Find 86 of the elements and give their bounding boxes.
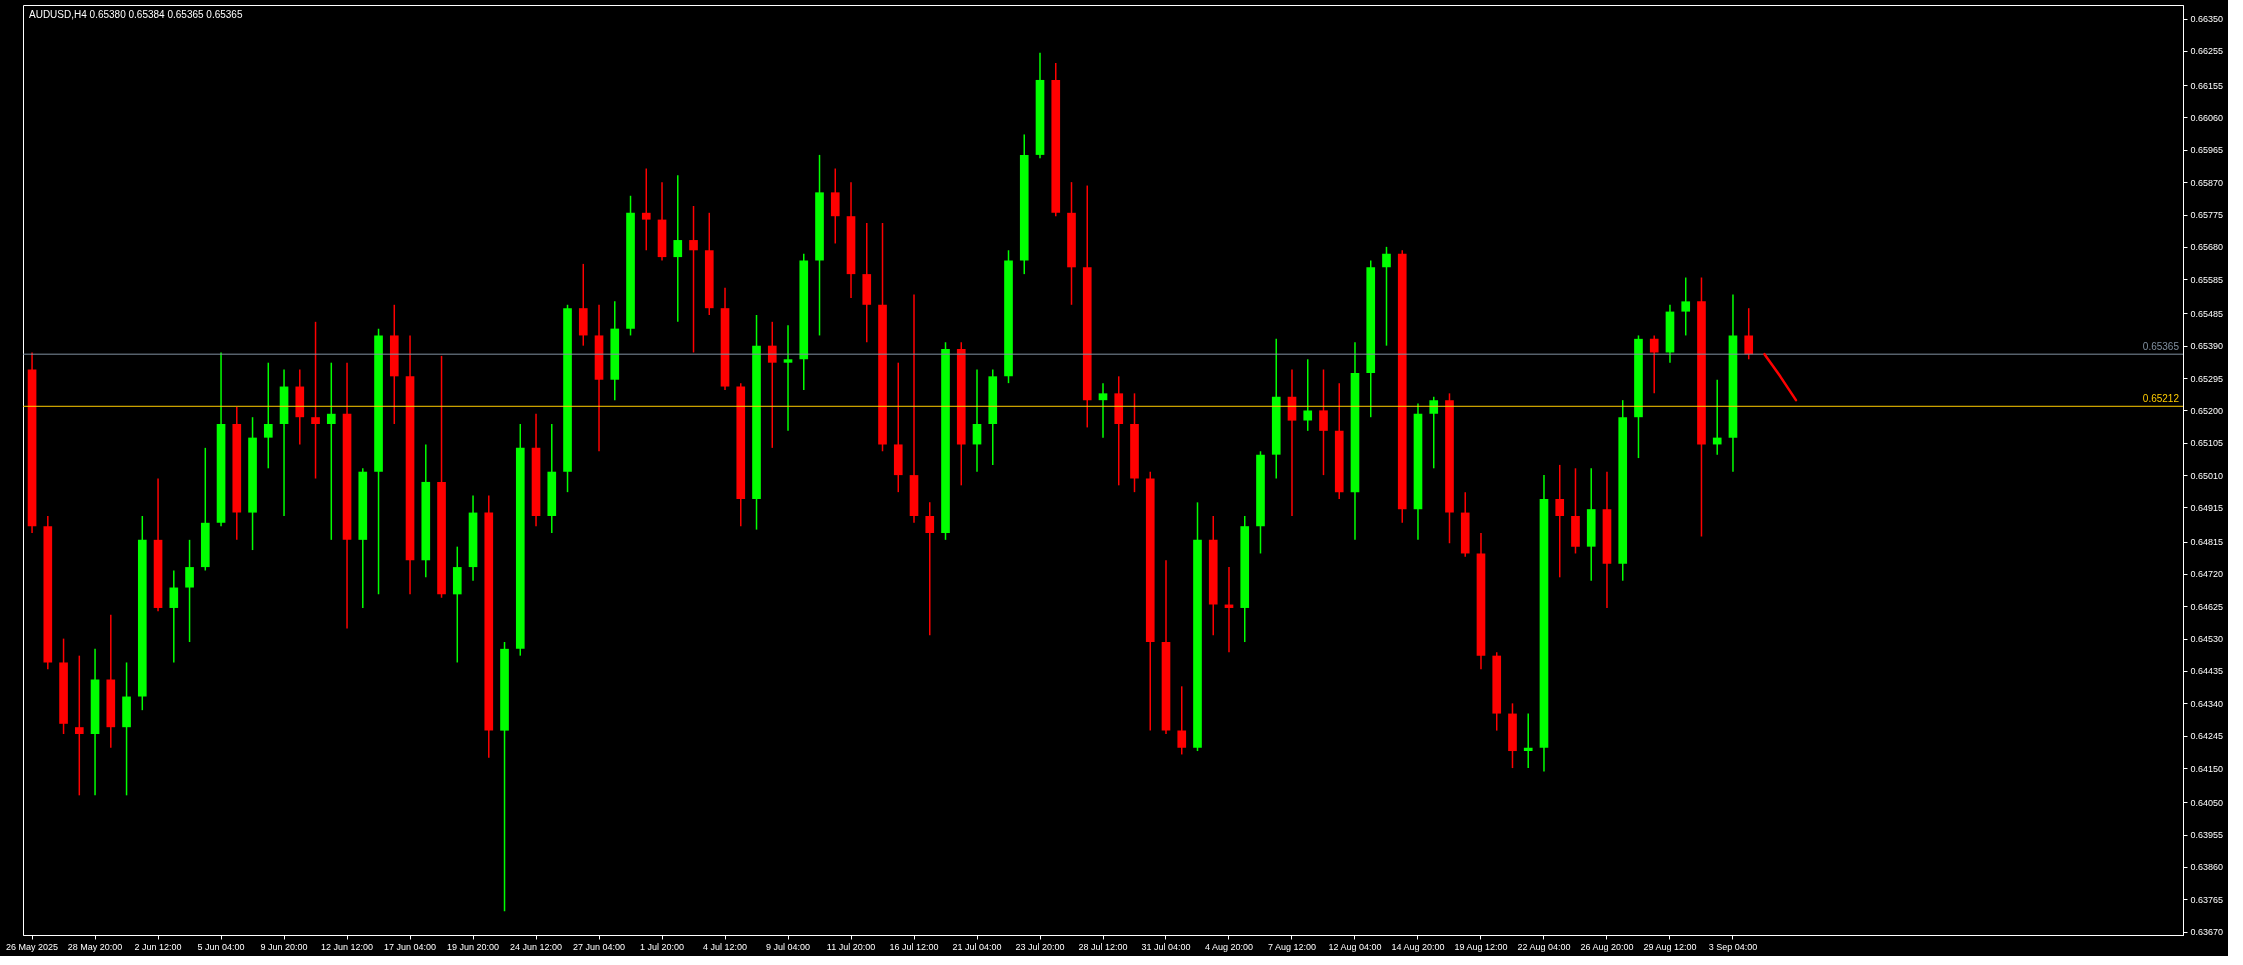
x-tick-label: 17 Jun 04:00 xyxy=(384,941,437,952)
x-tick-label: 4 Aug 20:00 xyxy=(1204,941,1254,952)
y-tick-label: 0.64150 xyxy=(2190,763,2224,774)
x-tick-label: 28 Jul 12:00 xyxy=(1078,941,1128,952)
chart-title: AUDUSD,H4 0.65380 0.65384 0.65365 0.65365 xyxy=(29,9,243,20)
y-tick-label: 0.63860 xyxy=(2190,862,2224,873)
candlestick xyxy=(1681,276,1691,337)
candlestick xyxy=(185,539,194,643)
x-tick-label: 9 Jul 04:00 xyxy=(765,941,811,952)
y-tick-label: 0.65200 xyxy=(2190,405,2224,416)
candlestick xyxy=(1177,685,1187,756)
x-tick-label: 16 Jul 12:00 xyxy=(889,941,939,952)
candlestick xyxy=(1429,396,1439,470)
candlestick xyxy=(1744,307,1754,361)
candlestick xyxy=(1319,368,1328,476)
x-tick-label: 23 Jul 20:00 xyxy=(1015,941,1065,952)
x-tick-label: 4 Jul 12:00 xyxy=(703,941,748,952)
x-tick-label: 21 Jul 04:00 xyxy=(952,941,1002,952)
x-tick-label: 26 May 2025 xyxy=(6,941,59,952)
y-tick-label: 0.64530 xyxy=(2190,634,2224,645)
x-tick-label: 7 Aug 12:00 xyxy=(1267,941,1317,952)
y-tick-label: 0.65870 xyxy=(2190,177,2224,188)
y-tick-label: 0.64340 xyxy=(2190,698,2224,709)
x-tick-label: 2 Jun 12:00 xyxy=(134,941,182,952)
x-tick-label: 5 Jun 04:00 xyxy=(197,941,245,952)
y-tick-label: 0.64720 xyxy=(2190,569,2224,580)
x-tick-label: 12 Jun 12:00 xyxy=(321,941,374,952)
y-tick-label: 0.66350 xyxy=(2190,14,2224,25)
candlestick xyxy=(263,361,273,470)
candlestick xyxy=(1382,246,1391,347)
candlestick xyxy=(74,654,84,797)
x-tick-label: 19 Jun 20:00 xyxy=(447,941,500,952)
y-tick-label: 0.64915 xyxy=(2190,502,2224,513)
candlestick xyxy=(783,324,793,432)
candlestick xyxy=(767,321,777,449)
candlestick xyxy=(689,205,698,354)
candlestick xyxy=(925,501,935,636)
candlestick xyxy=(1712,378,1722,456)
y-tick-label: 0.64050 xyxy=(2190,797,2224,808)
y-tick-label: 0.65965 xyxy=(2190,145,2224,156)
candlestick xyxy=(1098,382,1108,439)
y-tick-label: 0.64245 xyxy=(2190,731,2224,742)
y-tick-label: 0.65775 xyxy=(2190,210,2224,221)
y-tick-label: 0.65105 xyxy=(2190,438,2224,449)
y-tick-label: 0.66255 xyxy=(2190,46,2224,57)
y-tick-label: 0.63670 xyxy=(2190,927,2224,938)
y-tick-label: 0.65485 xyxy=(2190,308,2224,319)
y-tick-label: 0.66155 xyxy=(2190,80,2224,91)
x-tick-label: 3 Sep 04:00 xyxy=(1708,941,1758,952)
candlestick xyxy=(326,361,336,541)
y-tick-label: 0.65680 xyxy=(2190,242,2224,253)
candlestick xyxy=(1555,464,1565,579)
y-tick-label: 0.64815 xyxy=(2190,537,2224,548)
candlestick xyxy=(169,569,179,664)
y-tick-label: 0.66060 xyxy=(2190,112,2224,123)
candlestick xyxy=(311,321,320,480)
x-tick-label: 28 May 20:00 xyxy=(67,941,123,952)
y-tick-label: 0.65295 xyxy=(2190,373,2224,384)
x-tick-label: 29 Aug 12:00 xyxy=(1643,941,1697,952)
x-tick-label: 1 Jul 20:00 xyxy=(640,941,685,952)
y-tick-label: 0.64435 xyxy=(2190,666,2224,677)
x-tick-label: 27 Jun 04:00 xyxy=(573,941,626,952)
x-tick-label: 26 Aug 20:00 xyxy=(1580,941,1634,952)
y-tick-label: 0.63765 xyxy=(2190,894,2224,905)
y-tick-label: 0.65390 xyxy=(2190,341,2224,352)
candlestick xyxy=(673,174,683,323)
x-tick-label: 12 Aug 04:00 xyxy=(1328,941,1382,952)
ref-line-label: 0.65365 xyxy=(2142,341,2180,353)
x-tick-label: 31 Jul 04:00 xyxy=(1141,941,1191,952)
x-tick-label: 24 Jun 12:00 xyxy=(510,941,563,952)
x-tick-label: 11 Jul 20:00 xyxy=(826,941,876,952)
y-tick-label: 0.65010 xyxy=(2190,470,2224,481)
y-tick-label: 0.65585 xyxy=(2190,274,2224,285)
x-tick-label: 14 Aug 20:00 xyxy=(1391,941,1445,952)
candlestick xyxy=(830,167,840,245)
y-tick-label: 0.63955 xyxy=(2190,830,2224,841)
x-tick-label: 19 Aug 12:00 xyxy=(1454,941,1508,952)
x-tick-label: 9 Jun 20:00 xyxy=(260,941,308,952)
candlestick xyxy=(1523,712,1533,769)
candlestick xyxy=(1649,334,1659,395)
candlestick xyxy=(972,368,982,473)
candlestick xyxy=(641,167,651,252)
ref-line-label: 0.65212 xyxy=(2142,393,2180,405)
y-tick-label: 0.64625 xyxy=(2190,601,2224,612)
x-tick-label: 22 Aug 04:00 xyxy=(1517,941,1571,952)
candlestick xyxy=(1303,358,1313,432)
